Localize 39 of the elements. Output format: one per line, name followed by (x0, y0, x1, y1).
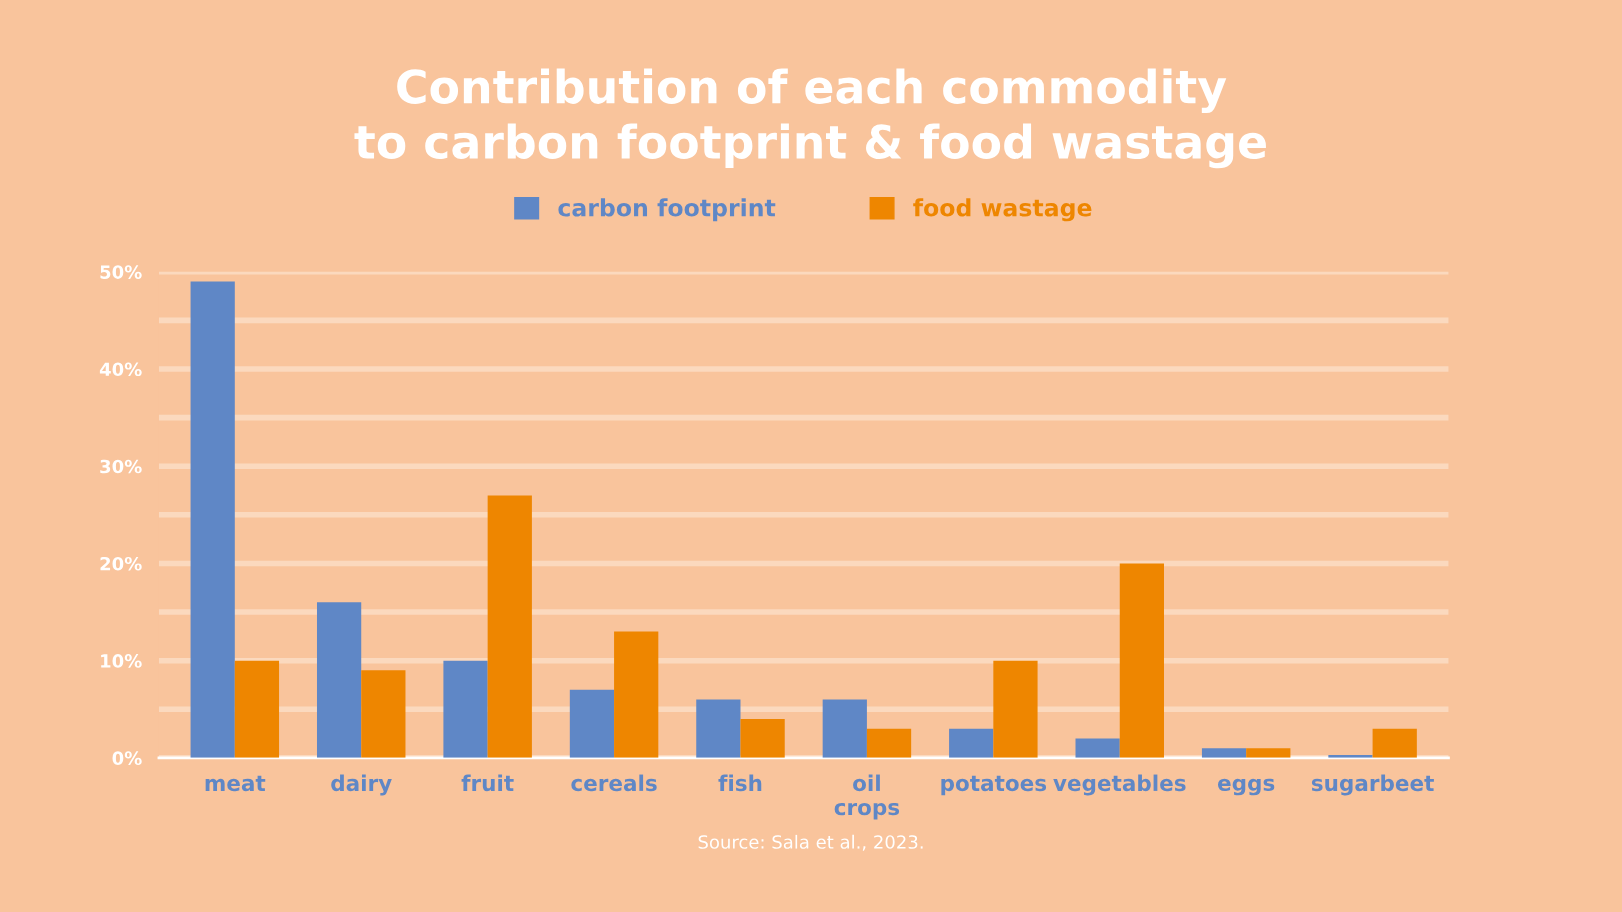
legend-label: food wastage (913, 198, 1092, 222)
bar (949, 728, 994, 758)
bar (569, 689, 615, 758)
y-tick-label: 30% (100, 459, 142, 474)
bar (443, 660, 488, 758)
x-tick-label: fruit (461, 774, 514, 792)
bar (190, 281, 235, 758)
y-tick-label: 40% (99, 362, 142, 377)
bar (1372, 728, 1417, 758)
bar (740, 718, 785, 758)
bar (866, 728, 912, 758)
bar (1246, 748, 1291, 758)
chart-title: Contribution of each commodity to carbon footprint & food wastage (354, 68, 1266, 169)
x-tick-label: meat (205, 775, 266, 792)
bar (487, 495, 532, 758)
x-tick-label: dairy (331, 774, 392, 796)
bar (1119, 563, 1164, 758)
x-tick-label: fish (718, 774, 762, 792)
bar (234, 660, 280, 758)
x-tick-label: oil crops (834, 774, 900, 820)
bar (316, 602, 362, 758)
bar (822, 699, 867, 758)
bar (614, 631, 659, 758)
bar (696, 699, 741, 758)
bar (993, 660, 1038, 758)
bar (361, 670, 406, 758)
x-tick-label: vegetables (1053, 774, 1186, 796)
x-tick-label: cereals (571, 774, 657, 792)
x-tick-label: eggs (1217, 778, 1275, 796)
x-tick-label: potatoes (941, 775, 1047, 796)
x-tick-label: sugarbeet (1311, 774, 1434, 796)
legend-label: carbon footprint (558, 198, 776, 222)
source-note: Source: Sala et al., 2023. (698, 834, 923, 851)
bar (1201, 748, 1247, 758)
y-tick-label: 20% (100, 556, 142, 571)
bar (1075, 738, 1120, 758)
y-tick-label: 0% (112, 751, 142, 765)
y-tick-label: 50% (100, 265, 142, 279)
y-tick-label: 10% (101, 654, 142, 668)
